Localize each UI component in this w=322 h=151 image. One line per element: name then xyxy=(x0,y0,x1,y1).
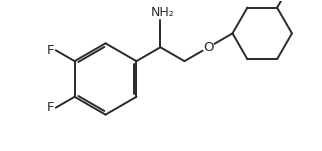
Text: NH₂: NH₂ xyxy=(151,6,174,19)
Text: F: F xyxy=(46,101,54,114)
Text: F: F xyxy=(46,44,54,57)
Text: O: O xyxy=(203,41,214,54)
